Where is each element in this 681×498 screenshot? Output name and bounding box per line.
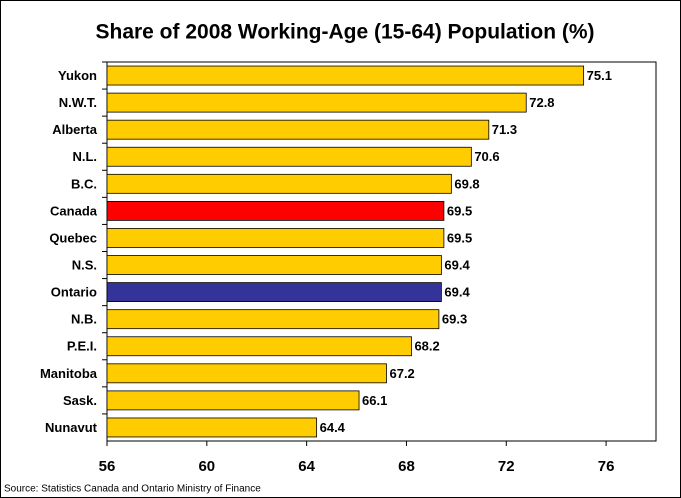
- y-tick-label: Yukon: [58, 68, 97, 83]
- value-label: 71.3: [492, 122, 517, 137]
- y-tick-label: Alberta: [52, 122, 98, 137]
- bar: [106, 146, 472, 167]
- y-tick-label: Manitoba: [40, 366, 98, 381]
- value-label: 68.2: [414, 339, 439, 354]
- x-tick-label: 76: [598, 458, 615, 475]
- value-label: 75.1: [587, 68, 612, 83]
- y-tick-label: Nunavut: [45, 420, 98, 435]
- chart-title: Share of 2008 Working-Age (15-64) Popula…: [95, 21, 594, 44]
- bar: [106, 200, 445, 221]
- y-tick-label: Quebec: [49, 230, 97, 245]
- bar: [106, 309, 440, 330]
- bar: [106, 65, 585, 86]
- value-label: 64.4: [320, 420, 346, 435]
- value-label: 66.1: [362, 393, 387, 408]
- value-label: 67.2: [389, 366, 414, 381]
- y-tick-label: B.C.: [71, 176, 97, 191]
- bar: [106, 173, 452, 194]
- bar: [106, 336, 412, 357]
- y-tick-label: N.B.: [71, 312, 97, 327]
- y-tick-label: N.S.: [72, 257, 97, 272]
- bar: [106, 119, 490, 140]
- bar: [106, 282, 442, 303]
- plot-area: [106, 61, 657, 442]
- x-tick-label: 72: [498, 458, 515, 475]
- y-tick-label: Sask.: [63, 393, 97, 408]
- bar: [106, 255, 442, 275]
- y-tick-label: P.E.I.: [67, 339, 97, 354]
- source-note: Source: Statistics Canada and Ontario Mi…: [4, 484, 261, 495]
- x-tick-label: 64: [298, 458, 315, 475]
- value-label: 69.3: [442, 312, 467, 327]
- x-tick-label: 60: [198, 458, 215, 475]
- value-label: 69.5: [447, 203, 472, 218]
- bar: [106, 417, 318, 438]
- bar: [106, 363, 387, 384]
- bar: [106, 92, 527, 113]
- bar: [106, 228, 445, 248]
- value-label: 70.6: [474, 149, 499, 164]
- y-tick-label: N.W.T.: [59, 95, 97, 110]
- x-tick-label: 56: [99, 458, 116, 475]
- value-label: 69.8: [454, 176, 479, 191]
- value-label: 69.5: [447, 230, 472, 245]
- bar: [106, 390, 360, 411]
- y-tick-label: N.L.: [72, 149, 97, 164]
- value-label: 69.4: [444, 257, 470, 272]
- x-tick-label: 68: [398, 458, 415, 475]
- value-label: 72.8: [529, 95, 554, 110]
- y-tick-label: Canada: [50, 203, 98, 218]
- value-label: 69.4: [444, 285, 470, 300]
- y-tick-label: Ontario: [51, 285, 97, 300]
